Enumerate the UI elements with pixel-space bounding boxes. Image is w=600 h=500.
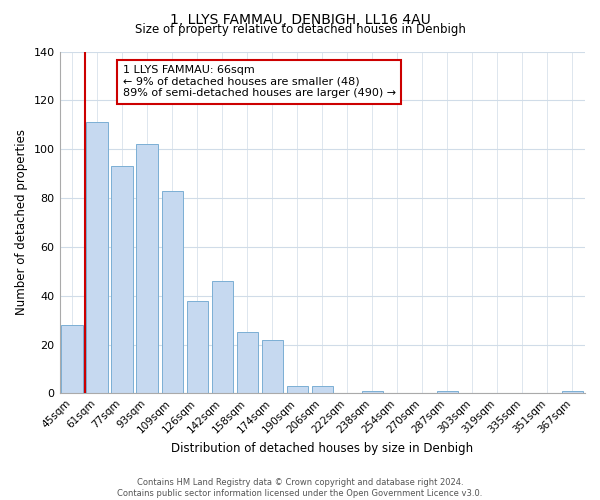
- Text: Size of property relative to detached houses in Denbigh: Size of property relative to detached ho…: [134, 22, 466, 36]
- Bar: [562, 391, 583, 394]
- Bar: [362, 391, 383, 394]
- Y-axis label: Number of detached properties: Number of detached properties: [15, 130, 28, 316]
- Bar: [236, 332, 258, 394]
- Bar: [187, 300, 208, 394]
- Bar: [437, 391, 458, 394]
- Bar: [61, 325, 83, 394]
- Bar: [287, 386, 308, 394]
- Bar: [86, 122, 108, 394]
- Bar: [161, 190, 183, 394]
- Bar: [262, 340, 283, 394]
- Bar: [311, 386, 333, 394]
- Bar: [136, 144, 158, 394]
- Text: 1 LLYS FAMMAU: 66sqm
← 9% of detached houses are smaller (48)
89% of semi-detach: 1 LLYS FAMMAU: 66sqm ← 9% of detached ho…: [122, 65, 396, 98]
- Text: Contains HM Land Registry data © Crown copyright and database right 2024.
Contai: Contains HM Land Registry data © Crown c…: [118, 478, 482, 498]
- Text: 1, LLYS FAMMAU, DENBIGH, LL16 4AU: 1, LLYS FAMMAU, DENBIGH, LL16 4AU: [170, 12, 430, 26]
- Bar: [212, 281, 233, 394]
- X-axis label: Distribution of detached houses by size in Denbigh: Distribution of detached houses by size …: [171, 442, 473, 455]
- Bar: [112, 166, 133, 394]
